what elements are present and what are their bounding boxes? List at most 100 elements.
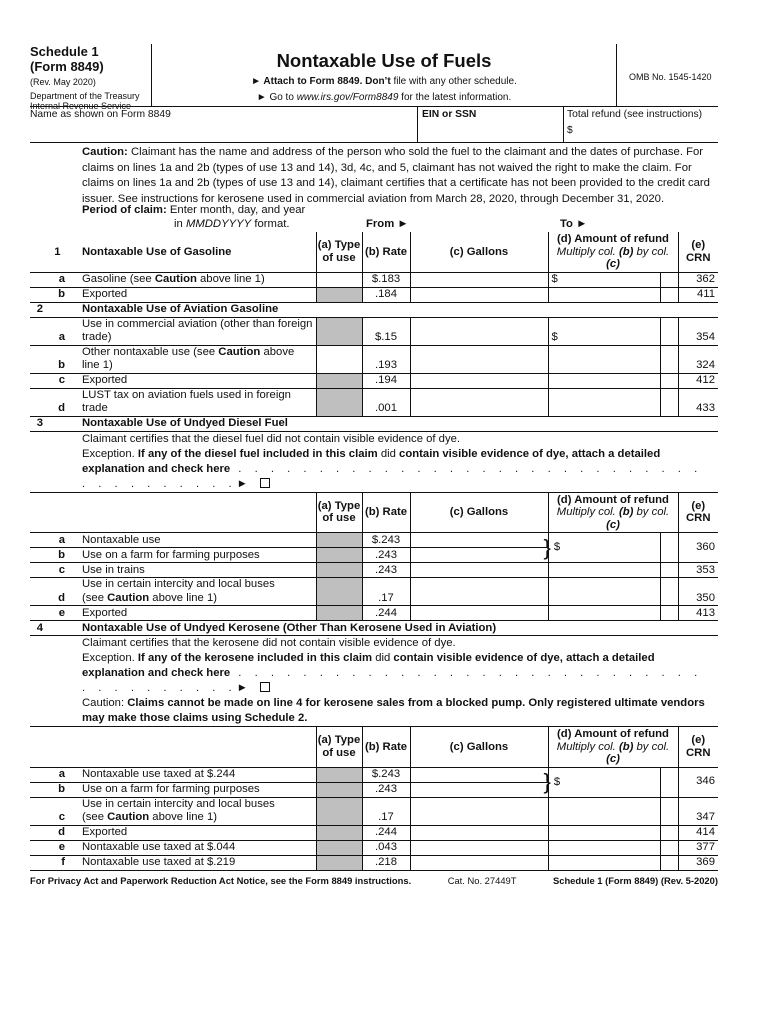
gallons-input[interactable] — [410, 272, 549, 288]
refund-cents-input[interactable] — [660, 388, 679, 417]
rate-value: .043 — [362, 840, 411, 856]
refund-amount-input[interactable] — [548, 577, 661, 606]
section-caution: Caution: Claims cannot be made on line 4… — [30, 696, 718, 727]
line-letter: f — [30, 855, 78, 871]
rate-value: .184 — [362, 287, 411, 303]
refund-amount-input[interactable] — [548, 605, 661, 621]
type-of-use-input[interactable] — [316, 272, 363, 288]
table-row: e Nontaxable use taxed at $.044 .043 377 — [30, 840, 718, 856]
caution-label: Caution: — [82, 146, 128, 158]
section-title-row: 3 Nontaxable Use of Undyed Diesel Fuel — [30, 416, 718, 432]
col-d-subtitle-part: (b) — [618, 506, 634, 518]
table-row: c Use in trains .243 353 — [30, 562, 718, 578]
line-description: Nontaxable use taxed at $.219 — [78, 855, 317, 871]
refund-amount-input[interactable]: } $ — [544, 532, 661, 563]
refund-amount-input[interactable] — [548, 855, 661, 871]
refund-amount-input[interactable]: $ — [548, 272, 661, 288]
gallons-input[interactable] — [410, 840, 549, 856]
type-of-use-input — [316, 577, 363, 606]
refund-cents-input[interactable] — [660, 855, 679, 871]
total-refund-field[interactable]: Total refund (see instructions) — [567, 109, 703, 120]
crn-value: 354 — [678, 317, 718, 346]
privacy-notice: For Privacy Act and Paperwork Reduction … — [30, 875, 412, 886]
crn-value: 411 — [678, 287, 718, 303]
gallons-input[interactable] — [410, 825, 549, 841]
gallons-input[interactable] — [410, 855, 549, 871]
rate-value: .244 — [362, 605, 411, 621]
refund-cents-input[interactable] — [660, 767, 679, 798]
refund-cents-input[interactable] — [660, 272, 679, 288]
period-from-field[interactable]: From ► — [366, 218, 409, 230]
gallons-input[interactable] — [410, 345, 549, 374]
ein-field[interactable]: EIN or SSN — [422, 109, 477, 120]
text-segment: Use in certain intercity and local buses… — [82, 578, 275, 604]
column-header-row: (a) Type of use (b) Rate (c) Gallons (d) Am… — [30, 492, 718, 533]
refund-cents-input[interactable] — [660, 345, 679, 374]
revision-date: (Rev. May 2020) — [30, 77, 96, 87]
refund-cents-input[interactable] — [660, 287, 679, 303]
gallons-input[interactable] — [410, 317, 549, 346]
text-segment: above line 1) — [149, 591, 217, 604]
refund-amount-input[interactable] — [548, 287, 661, 303]
text-segment: Use on a farm for farming purposes — [82, 548, 260, 561]
line-letter: d — [30, 577, 78, 606]
section-caution-text: Caution: Claims cannot be made on line 4… — [78, 696, 718, 727]
refund-cents-input[interactable] — [660, 605, 679, 621]
gallons-input[interactable] — [410, 562, 549, 578]
gallons-input[interactable] — [410, 605, 549, 621]
table-row: d LUST tax on aviation fuels used in fore… — [30, 388, 718, 417]
exception-checkbox[interactable] — [259, 682, 270, 692]
text-segment: Caution: — [82, 697, 125, 709]
gallons-input[interactable] — [410, 547, 549, 563]
col-c-header: (c) Gallons — [410, 726, 549, 768]
col-b-header: (b) Rate — [362, 232, 411, 273]
gallons-input[interactable] — [410, 797, 549, 826]
crn-value: 350 — [678, 577, 718, 606]
refund-amount-input[interactable] — [548, 840, 661, 856]
refund-cents-input[interactable] — [660, 317, 679, 346]
refund-amount-input[interactable] — [548, 345, 661, 374]
exception-text: Exception. If any of the diesel fuel inc… — [78, 446, 718, 493]
crn-value: 360 — [678, 532, 718, 563]
col-a-header: (a) Type of use — [316, 492, 363, 533]
refund-amount-input[interactable]: } $ — [544, 767, 661, 798]
irs-link[interactable]: www.irs.gov/Form8849 — [296, 92, 399, 103]
line-letter-text: a — [58, 768, 65, 780]
name-field[interactable]: Name as shown on Form 8849 — [30, 109, 171, 120]
gallons-input[interactable] — [410, 577, 549, 606]
gallons-input[interactable] — [410, 782, 549, 798]
crn-value: 433 — [678, 388, 718, 417]
period-to-field[interactable]: To ► — [560, 218, 588, 230]
refund-cents-input[interactable] — [660, 373, 679, 389]
refund-cents-input[interactable] — [660, 532, 679, 563]
refund-amount-input[interactable] — [548, 797, 661, 826]
caution-body: Claimant has the name and address of the… — [82, 146, 710, 206]
text-segment: Nontaxable use — [82, 533, 161, 546]
text-segment: Caution — [218, 345, 261, 358]
rate-value: .17 — [362, 797, 411, 826]
exception-checkbox[interactable] — [259, 477, 270, 488]
gallons-input[interactable] — [410, 373, 549, 389]
refund-amount-input[interactable] — [548, 562, 661, 578]
refund-amount-input[interactable] — [548, 825, 661, 841]
gallons-input[interactable] — [410, 532, 549, 548]
gallons-input[interactable] — [410, 767, 549, 783]
gallons-input[interactable] — [410, 287, 549, 303]
refund-amount-input[interactable]: $ — [548, 317, 661, 346]
form-id-block: Schedule 1 (Form 8849) (Rev. May 2020) D… — [30, 44, 152, 111]
gallons-input[interactable] — [410, 388, 549, 417]
refund-cents-input[interactable] — [660, 825, 679, 841]
line-number-text: 2 — [36, 303, 43, 315]
crn-value: 346 — [678, 767, 718, 798]
refund-cents-input[interactable] — [660, 840, 679, 856]
type-of-use-input[interactable] — [316, 345, 363, 374]
refund-cents-input[interactable] — [660, 562, 679, 578]
refund-amount-input[interactable] — [548, 388, 661, 417]
text-segment: did — [375, 652, 391, 664]
refund-amount-input[interactable] — [548, 373, 661, 389]
text-segment: Exported — [82, 288, 128, 300]
certification: Claimant certifies that the kerosene did… — [30, 636, 718, 652]
refund-cents-input[interactable] — [660, 577, 679, 606]
refund-cents-input[interactable] — [660, 797, 679, 826]
line-letter-text: d — [58, 826, 65, 838]
